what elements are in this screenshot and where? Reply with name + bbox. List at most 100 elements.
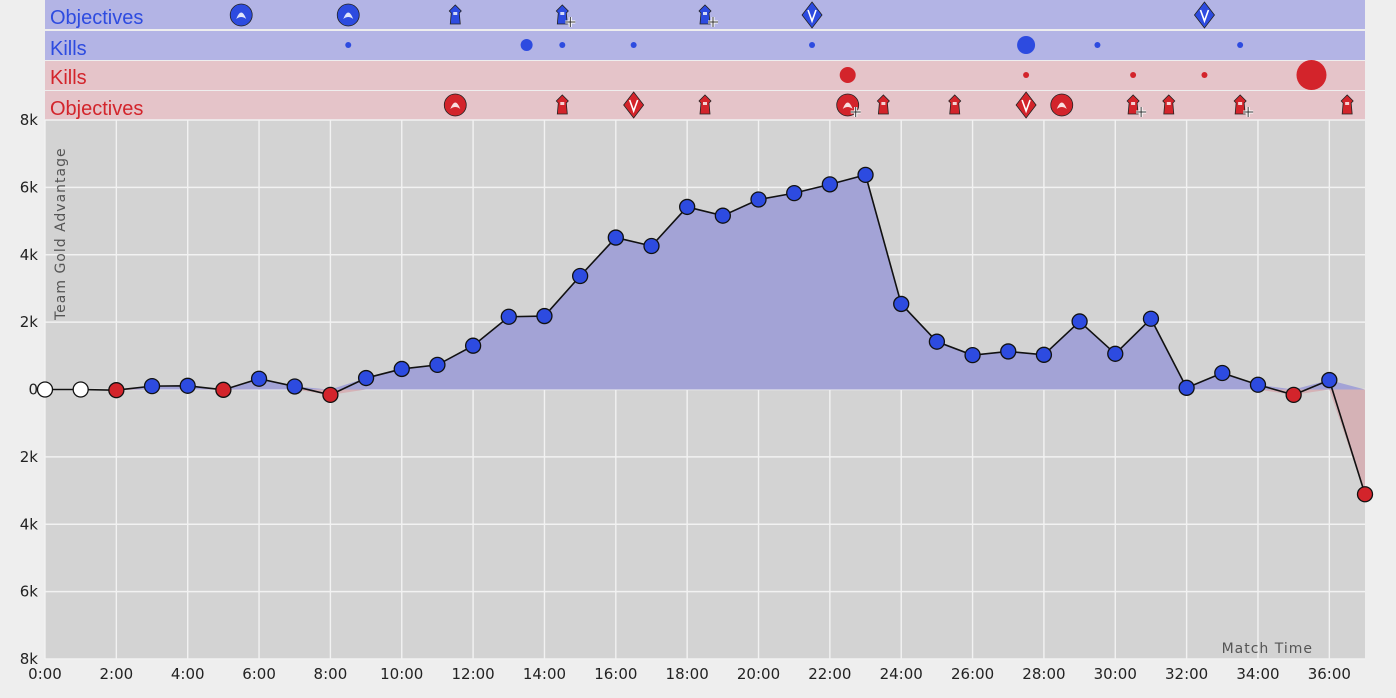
data-point <box>1071 313 1088 330</box>
data-point <box>857 166 874 184</box>
x-axis-ticks: 0:00 2:00 4:00 6:00 8:00 10:00 12:00 14:00 16:00… <box>28 665 1351 683</box>
x-tick-label: 22:00 <box>808 665 851 683</box>
data-points <box>36 166 1374 503</box>
x-tick-label: 8:00 <box>314 665 348 683</box>
inhibitor-icon <box>1015 91 1037 119</box>
blue-kills-label: Kills <box>50 38 87 60</box>
x-tick-label: 24:00 <box>880 665 923 683</box>
kill-marker <box>1094 42 1101 48</box>
data-point <box>714 207 731 224</box>
turret-icon <box>876 94 890 115</box>
kill-marker <box>1296 60 1327 90</box>
kill-marker <box>630 42 637 48</box>
data-point <box>821 176 839 193</box>
kill-marker <box>839 67 856 83</box>
turret-icon <box>1162 94 1176 115</box>
advantage-area <box>45 174 1365 495</box>
turret-plate-icon <box>698 4 718 27</box>
data-point <box>357 369 375 387</box>
x-tick-label: 32:00 <box>1165 665 1208 683</box>
herald-icon <box>336 3 360 27</box>
y-tick-label: 0 <box>28 381 38 399</box>
elder-plate-icon <box>836 93 861 117</box>
kill-marker <box>1017 36 1036 54</box>
flame-drake-icon <box>229 3 253 27</box>
data-point <box>1321 371 1338 389</box>
x-tick-label: 4:00 <box>171 665 205 683</box>
y-tick-label: 4k <box>20 246 39 264</box>
x-tick-label: 10:00 <box>380 665 423 683</box>
data-point <box>393 360 410 378</box>
data-point <box>1285 386 1302 404</box>
data-point <box>679 198 696 216</box>
kill-marker <box>345 42 352 48</box>
data-point <box>750 191 767 208</box>
x-tick-label: 26:00 <box>951 665 994 683</box>
kill-marker <box>1201 72 1208 78</box>
data-point <box>179 377 196 394</box>
y-axis-ticks: 8k 6k 4k 2k 0 2k 4k 6k 8k <box>20 111 39 668</box>
data-point <box>536 307 553 325</box>
y-tick-label: 2k <box>20 313 39 331</box>
x-tick-label: 0:00 <box>28 665 62 683</box>
y-tick-label: 6k <box>20 178 39 196</box>
red-objectives-label: Objectives <box>50 98 143 120</box>
data-point <box>500 308 517 325</box>
data-point <box>893 295 910 313</box>
blue-advantage-area <box>45 174 1365 390</box>
turret-icon <box>448 4 462 25</box>
turret-icon <box>698 94 712 115</box>
kill-marker <box>809 42 816 48</box>
x-tick-label: 12:00 <box>451 665 494 683</box>
y-tick-label: 4k <box>20 515 39 533</box>
data-point <box>429 356 446 374</box>
turret-plate-icon <box>555 4 576 27</box>
dragon-icon <box>443 93 467 117</box>
data-point <box>964 346 981 364</box>
data-point <box>1249 376 1267 393</box>
data-point <box>286 378 303 395</box>
nexus-turret-plate-icon <box>1126 94 1147 117</box>
x-tick-label: 14:00 <box>523 665 566 683</box>
y-axis-title: Team Gold Advantage <box>53 147 69 321</box>
data-point <box>36 381 54 398</box>
data-point <box>643 237 660 255</box>
data-point <box>250 370 268 387</box>
y-tick-label: 2k <box>20 448 39 466</box>
kill-marker <box>1237 42 1244 48</box>
data-point <box>1214 364 1231 382</box>
inhibitor-icon <box>1193 1 1215 29</box>
turret-icon <box>555 94 569 115</box>
x-tick-label: 16:00 <box>594 665 637 683</box>
data-point <box>72 381 89 398</box>
nexus-turret-plate-icon <box>1233 94 1254 117</box>
x-tick-label: 34:00 <box>1236 665 1279 683</box>
y-tick-label: 8k <box>20 111 39 129</box>
data-point <box>143 377 161 395</box>
data-point <box>928 333 946 350</box>
red-kills-label: Kills <box>50 67 87 89</box>
data-point <box>215 381 232 398</box>
x-tick-label: 2:00 <box>100 665 134 683</box>
lane-events <box>229 1 1354 119</box>
kill-marker <box>1130 72 1137 78</box>
data-point <box>1035 346 1053 363</box>
x-tick-label: 36:00 <box>1308 665 1351 683</box>
red-kills-lane <box>45 61 1365 90</box>
data-point <box>786 184 803 202</box>
data-point <box>1142 310 1160 327</box>
data-point <box>1000 343 1017 360</box>
inhibitor-icon <box>801 1 823 29</box>
x-axis-title: Match Time <box>1222 641 1313 657</box>
baron-icon <box>1050 93 1074 117</box>
x-tick-label: 20:00 <box>737 665 780 683</box>
data-point <box>322 386 339 404</box>
blue-objectives-label: Objectives <box>50 7 143 29</box>
data-point <box>108 382 125 399</box>
blue-kills-lane <box>45 31 1365 60</box>
x-tick-label: 6:00 <box>242 665 276 683</box>
data-point <box>1178 379 1195 396</box>
x-tick-label: 18:00 <box>666 665 709 683</box>
data-point <box>571 267 589 285</box>
